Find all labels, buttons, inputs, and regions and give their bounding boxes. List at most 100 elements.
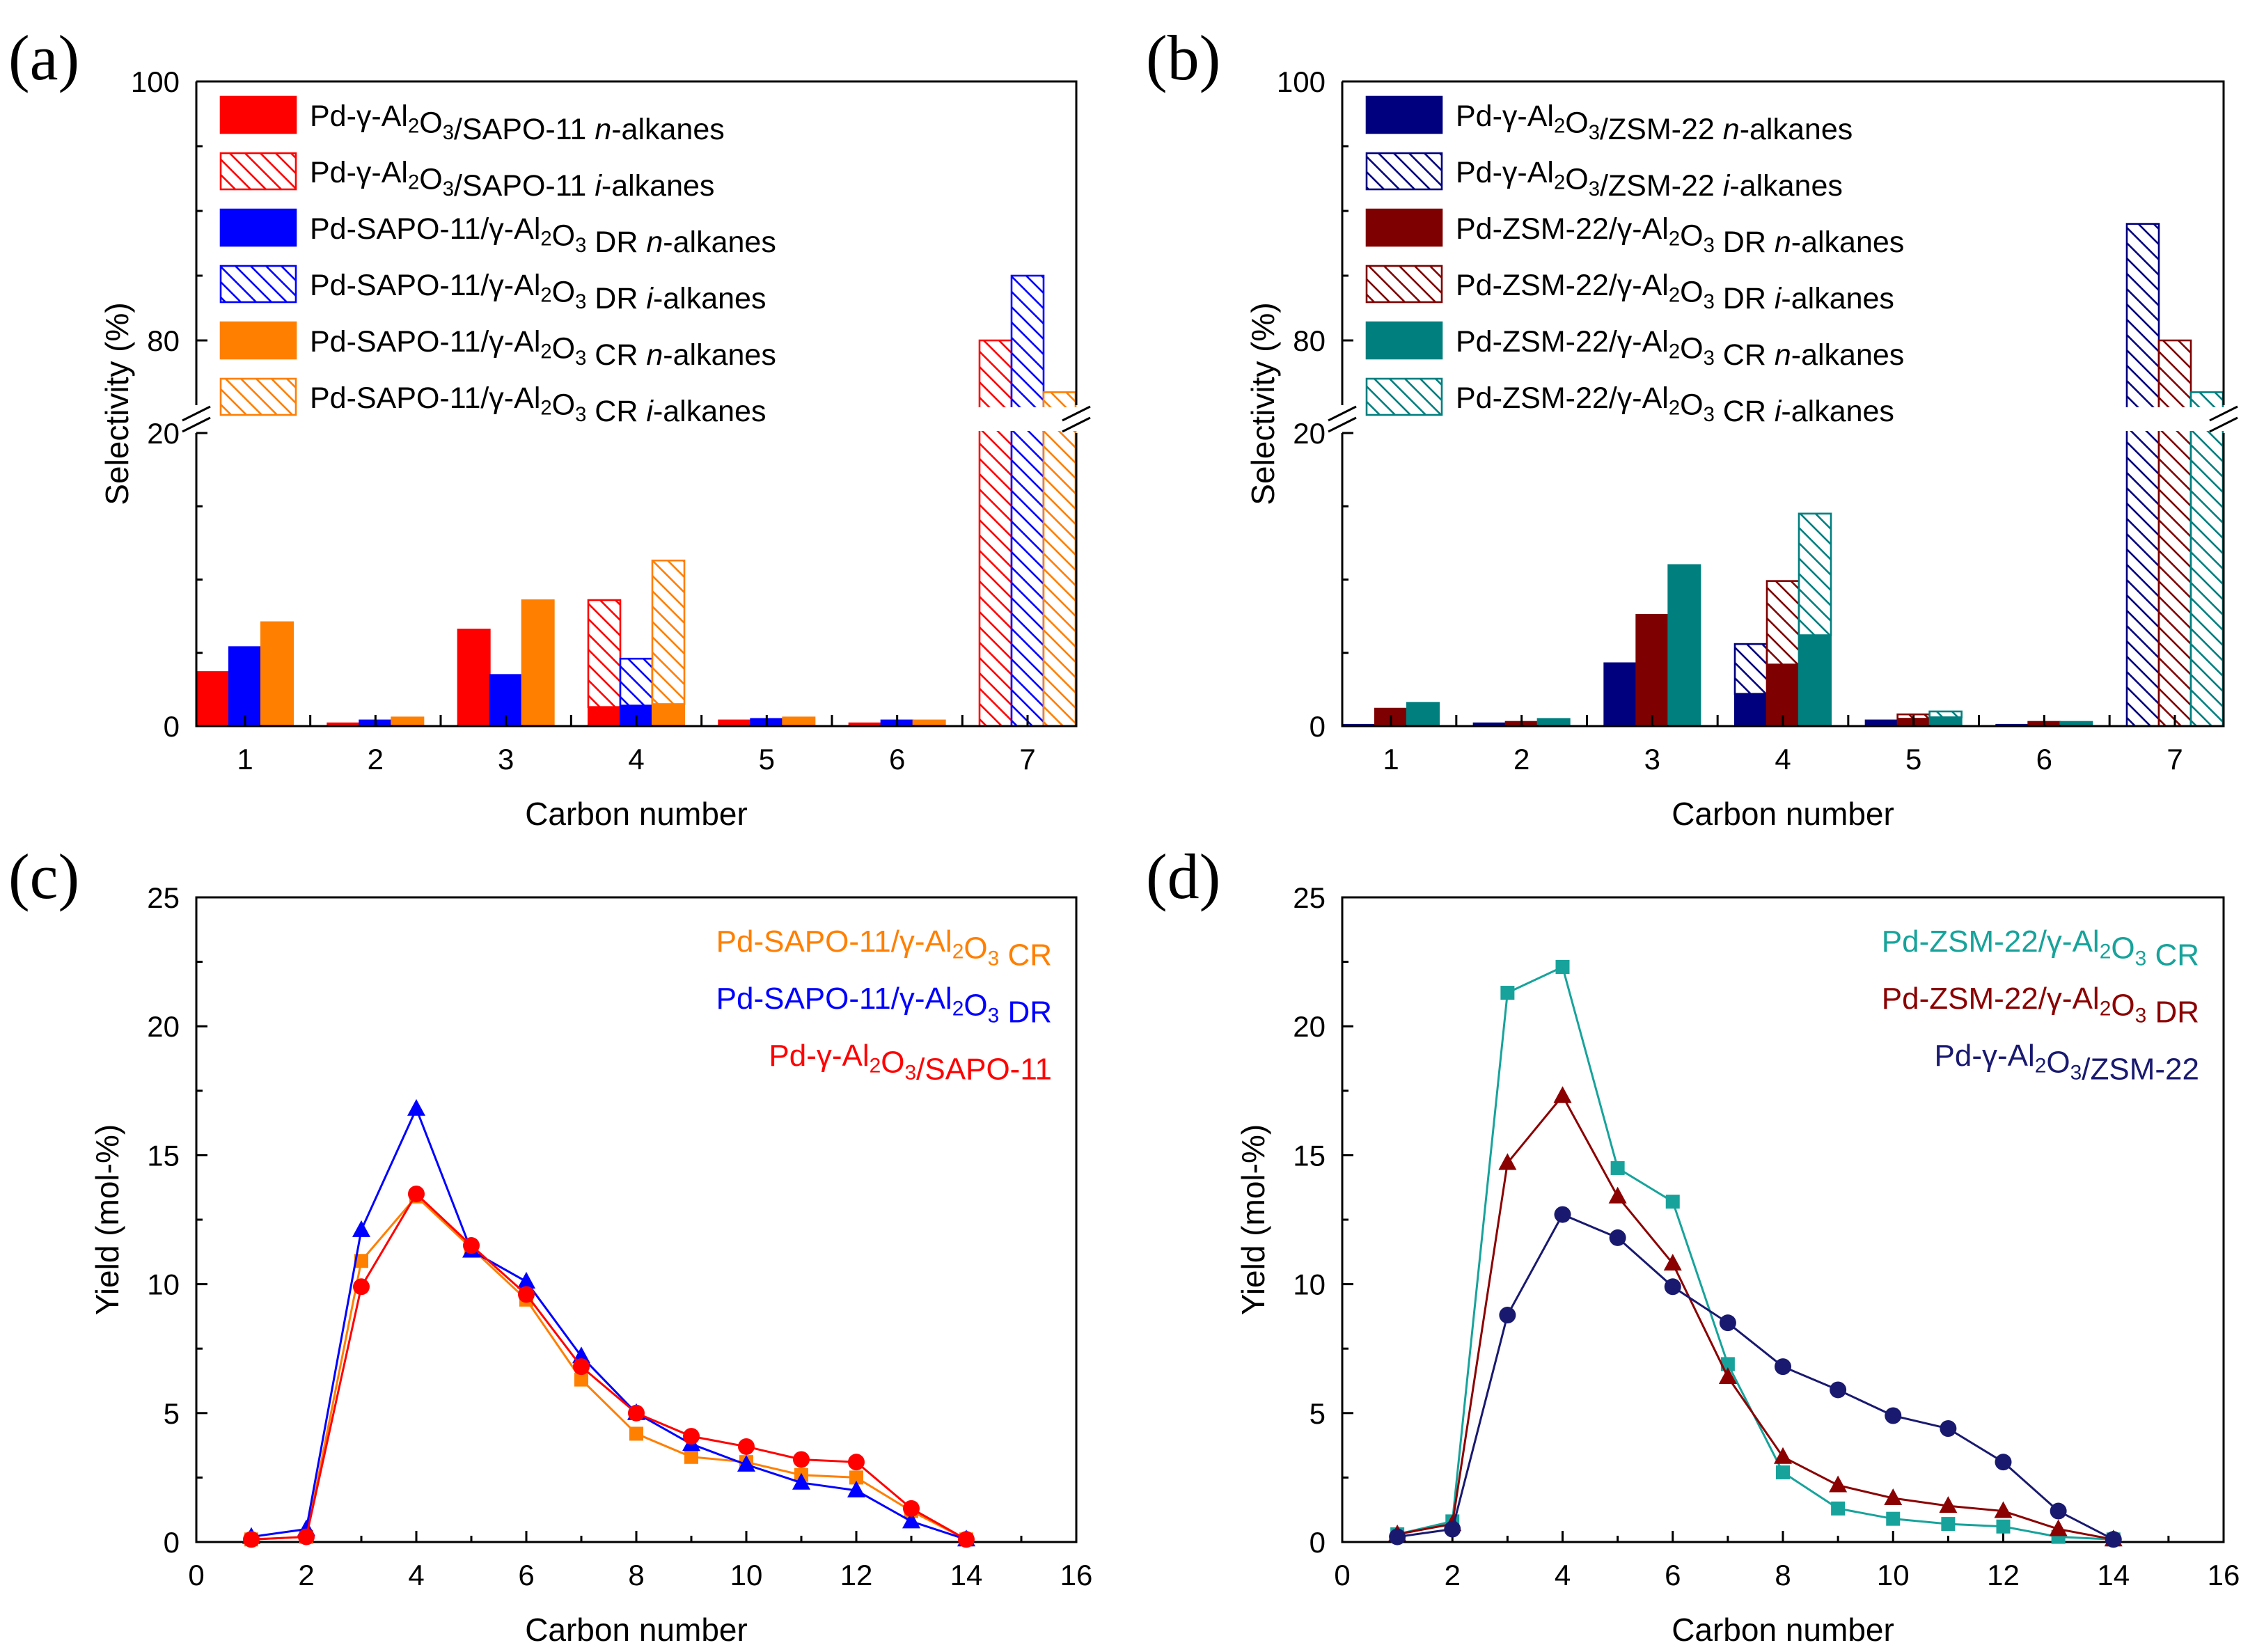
break-mark-right <box>1062 405 1091 433</box>
panel-label: (b) <box>1146 22 1220 93</box>
bar-4-1 <box>1536 718 1571 727</box>
legend-swatch-4 <box>1365 321 1443 360</box>
point-s0-8 <box>684 1449 698 1464</box>
point-s2-11 <box>848 1454 865 1471</box>
point-s2-7 <box>628 1404 645 1422</box>
y-axis-label: Yield (mol-%) <box>89 1124 125 1315</box>
legend-label-2: Pd-γ-Al2O3/SAPO-11 <box>769 1039 1052 1086</box>
bar-4-1 <box>391 716 425 727</box>
point-s1-9 <box>737 1454 755 1472</box>
bar-0-3 <box>588 706 621 727</box>
point-s1-5 <box>1663 1253 1682 1271</box>
x-tick-label: 10 <box>730 1559 763 1591</box>
point-s1-11 <box>1994 1501 2013 1518</box>
legend-swatch-5 <box>1365 377 1443 416</box>
break-mark-left <box>182 405 211 433</box>
x-tick-label: 10 <box>1877 1559 1910 1591</box>
point-s1-7 <box>1774 1447 1792 1464</box>
y-tick-label: 20 <box>1293 417 1326 450</box>
legend-label-5: Pd-ZSM-22/γ-Al2O3 CR i-alkanes <box>1456 381 1894 428</box>
point-s1-5 <box>517 1271 535 1289</box>
bar-4-0 <box>1406 702 1440 727</box>
y-axis-label: Selectivity (%) <box>99 302 135 505</box>
x-axis-label: Carbon number <box>1672 796 1894 832</box>
bar-4-3 <box>1798 634 1832 727</box>
bar-3-6 <box>1010 274 1045 727</box>
bar-3-3 <box>1766 580 1800 666</box>
point-s1-4 <box>1608 1186 1627 1204</box>
x-axis-label: Carbon number <box>525 796 748 832</box>
bar-4-2 <box>1667 564 1701 727</box>
point-s0-10 <box>1941 1517 1956 1532</box>
y-tick-label: 80 <box>1293 324 1326 357</box>
bar-3-3 <box>619 657 654 707</box>
legend-label-1: Pd-SAPO-11/γ-Al2O3 DR <box>716 982 1052 1029</box>
x-tick-label: 7 <box>1019 743 1035 776</box>
y-tick-label: 0 <box>164 710 180 743</box>
point-s0-2 <box>1500 986 1515 1000</box>
point-s2-8 <box>1830 1381 1847 1399</box>
x-tick-label: 5 <box>1905 743 1921 776</box>
panel-label: (d) <box>1146 841 1220 912</box>
legend-label-1: Pd-γ-Al2O3/SAPO-11 i-alkanes <box>310 156 714 203</box>
break-mark-right <box>2209 405 2238 433</box>
axis-break-band <box>1328 407 2241 431</box>
point-s1-8 <box>1829 1475 1848 1493</box>
point-s2-4 <box>463 1237 480 1254</box>
bar-1-6 <box>978 339 1013 727</box>
point-s2-9 <box>1885 1407 1902 1424</box>
point-s0-3 <box>1555 960 1570 975</box>
legend-swatch-0 <box>219 95 297 134</box>
line-panel-d: (d) 0 2 4 6 8 10 12 14 16 0 5 10 15 20 25 Carbon number Y… <box>1146 841 2240 1648</box>
y-tick-label: 5 <box>164 1397 180 1430</box>
legend-label-1: Pd-ZSM-22/γ-Al2O3 DR <box>1882 982 2199 1029</box>
y-tick-label: 20 <box>147 1010 180 1043</box>
x-tick-label: 8 <box>628 1559 644 1591</box>
bar-4-3 <box>652 703 685 727</box>
legend-swatch-3 <box>219 265 297 304</box>
bar-5-3 <box>651 559 686 705</box>
x-tick-label: 2 <box>1445 1559 1461 1591</box>
bar-0-0 <box>196 671 230 727</box>
point-s0-11 <box>849 1470 863 1485</box>
y-tick-label: 15 <box>1293 1139 1326 1172</box>
x-tick-label: 2 <box>1513 743 1530 776</box>
point-s0-11 <box>1996 1519 2011 1534</box>
point-s2-12 <box>903 1500 920 1517</box>
legend-label-5: Pd-SAPO-11/γ-Al2O3 CR i-alkanes <box>310 381 766 428</box>
point-s2-8 <box>683 1428 700 1445</box>
legend-label-4: Pd-SAPO-11/γ-Al2O3 CR n-alkanes <box>310 325 776 372</box>
x-tick-label: 8 <box>1775 1559 1791 1591</box>
bar-5-6 <box>2189 391 2224 727</box>
legend-swatch-5 <box>219 377 297 416</box>
point-s1-2 <box>352 1220 370 1237</box>
y-tick-label: 20 <box>1293 1010 1326 1043</box>
y-tick-label: 0 <box>164 1526 180 1559</box>
point-s0-2 <box>354 1254 368 1268</box>
legend-label-3: Pd-SAPO-11/γ-Al2O3 DR i-alkanes <box>310 269 766 315</box>
bar-4-4 <box>782 716 816 727</box>
bar-panel-a: (a) 0 20 80 100 1 2 3 4 5 6 7 Carbon number Selectivi… <box>8 22 1104 832</box>
point-s1-3 <box>407 1099 425 1116</box>
line-panel-c: (c) 0 2 4 6 8 10 12 14 16 0 5 10 15 20 25 Carbon number Y… <box>8 841 1092 1648</box>
bar-5-6 <box>1042 391 1077 727</box>
bar-3-6 <box>2157 339 2192 727</box>
x-tick-label: 5 <box>759 743 775 776</box>
point-s2-0 <box>243 1531 260 1548</box>
bar-5-3 <box>1798 512 1832 636</box>
bar-panel-b: (b) 0 20 80 100 1 2 3 4 5 6 7 Carbon number Selectivi… <box>1146 22 2241 832</box>
x-tick-label: 4 <box>1775 743 1791 776</box>
x-tick-label: 3 <box>1644 743 1660 776</box>
x-tick-label: 12 <box>840 1559 873 1591</box>
legend-label-2: Pd-ZSM-22/γ-Al2O3 DR n-alkanes <box>1456 212 1904 259</box>
point-s2-6 <box>1719 1314 1736 1332</box>
y-tick-label: 25 <box>1293 881 1326 914</box>
point-s2-1 <box>1444 1520 1461 1538</box>
x-tick-label: 2 <box>298 1559 314 1591</box>
legend-swatch-3 <box>1365 265 1443 304</box>
y-tick-label: 0 <box>1310 710 1326 743</box>
x-tick-label: 4 <box>628 743 644 776</box>
axis-break-band <box>182 407 1104 431</box>
point-s0-7 <box>1776 1465 1790 1479</box>
